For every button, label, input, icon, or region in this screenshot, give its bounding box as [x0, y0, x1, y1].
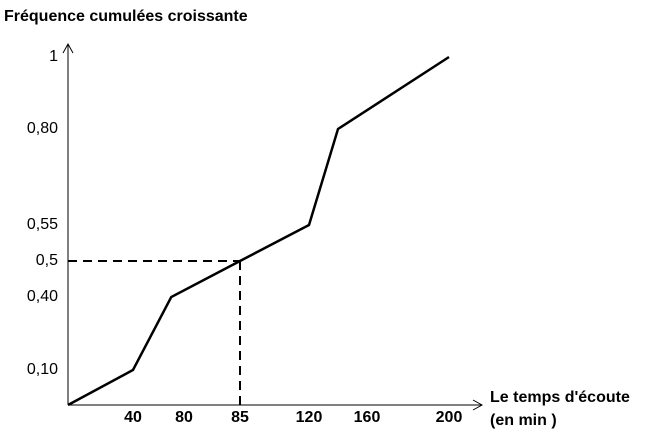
- y-axis-label: Fréquence cumulées croissante: [4, 8, 248, 25]
- y-tick-label: 0,80: [27, 120, 58, 137]
- y-tick-label: 0,55: [27, 216, 58, 233]
- x-axis-label: (en min ): [490, 412, 557, 429]
- x-axis-label: Le temps d'écoute: [490, 389, 630, 406]
- y-tick-label: 0,5: [36, 252, 58, 269]
- y-tick-label: 0,40: [27, 288, 58, 305]
- line: [67, 55, 450, 407]
- x-tick-label: 85: [231, 409, 249, 426]
- x-axis-arrow: [472, 399, 484, 411]
- x-tick-label: 120: [296, 409, 323, 426]
- x-tick-label: 40: [124, 409, 142, 426]
- y-tick-label: 1: [49, 48, 58, 65]
- y-tick-label: 0,10: [27, 361, 58, 378]
- y-axis-arrow: [62, 42, 74, 54]
- x-tick-label: 160: [354, 409, 381, 426]
- x-tick-label: 200: [436, 409, 463, 426]
- x-tick-label: 80: [175, 409, 193, 426]
